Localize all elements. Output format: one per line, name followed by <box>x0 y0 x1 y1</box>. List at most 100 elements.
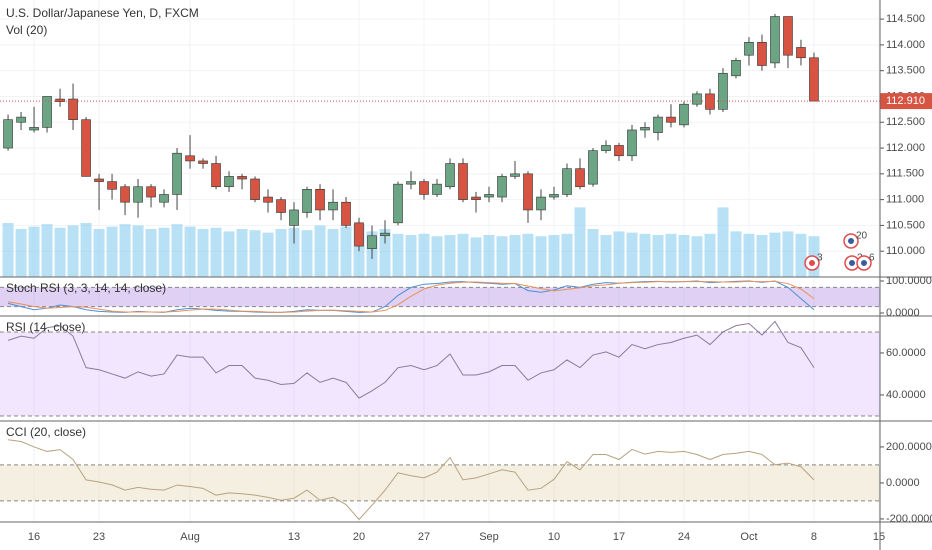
volume-bar <box>119 224 131 277</box>
candle-body <box>42 96 52 128</box>
volume-bar <box>314 225 326 277</box>
band-fill <box>0 464 880 501</box>
y-tick-label: 111.000 <box>886 194 924 206</box>
volume-bar <box>496 236 508 277</box>
event-flag <box>861 260 867 266</box>
candle-body <box>692 93 702 105</box>
volume-bar <box>418 233 430 277</box>
volume-bar <box>548 235 560 277</box>
candle-body <box>406 181 416 185</box>
candle-body <box>380 232 390 237</box>
volume-bar <box>730 231 742 277</box>
x-tick-label: 23 <box>93 531 105 543</box>
volume-bar <box>41 224 53 277</box>
candle-body <box>601 145 611 151</box>
volume-bar <box>470 237 482 277</box>
candle-body <box>770 16 780 64</box>
volume-bar <box>132 225 144 277</box>
candle-body <box>94 178 104 182</box>
volume-bar <box>665 233 677 277</box>
volume-bar <box>600 235 612 277</box>
candle-body <box>198 160 208 164</box>
last-price-label: 112.910 <box>886 95 925 107</box>
candle-body <box>211 163 221 188</box>
volume-bar <box>249 230 261 277</box>
y-tick-label: 113.500 <box>886 65 925 77</box>
band-fill <box>0 331 880 416</box>
volume-bar <box>392 233 404 277</box>
y-tick-label: -200.0000 <box>886 513 932 525</box>
volume-bar <box>639 233 651 277</box>
pane-title: Stoch RSI (3, 3, 14, 14, close) <box>6 281 166 295</box>
volume-bar <box>171 224 183 277</box>
candle-body <box>276 199 286 213</box>
candle-body <box>575 168 585 188</box>
candle-body <box>159 194 169 203</box>
y-tick-label: 111.500 <box>886 168 924 180</box>
candle-body <box>393 183 403 224</box>
x-tick-label: Oct <box>740 531 757 543</box>
y-tick-label: 60.0000 <box>886 347 926 359</box>
volume-bar <box>626 232 638 277</box>
candle-body <box>510 173 520 177</box>
chart-title: U.S. Dollar/Japanese Yen, D, FXCM <box>6 6 199 20</box>
pane-title: CCI (20, close) <box>6 425 86 439</box>
candle-body <box>640 127 650 131</box>
candle-body <box>627 129 637 157</box>
volume-bar <box>769 232 781 277</box>
y-tick-label: 100.0000 <box>886 275 932 287</box>
candle-body <box>419 181 429 195</box>
x-tick-label: 17 <box>613 531 625 543</box>
volume-bar <box>210 227 222 277</box>
candle-body <box>497 176 507 198</box>
y-tick-label: 110.500 <box>886 219 925 231</box>
volume-bar <box>717 207 729 277</box>
candle-body <box>224 176 234 188</box>
candle-body <box>536 196 546 211</box>
candle-body <box>302 189 312 213</box>
candle-body <box>757 41 767 66</box>
candle-body <box>120 186 130 203</box>
volume-bar <box>535 236 547 277</box>
x-tick-label: 20 <box>353 531 365 543</box>
volume-bar <box>652 235 664 277</box>
x-tick-label: 8 <box>811 531 817 543</box>
volume-bar <box>275 229 287 277</box>
candle-body <box>614 145 624 157</box>
candle-body <box>367 235 377 249</box>
x-tick-label: Sep <box>479 531 499 543</box>
candle-body <box>445 163 455 188</box>
volume-bar <box>80 223 92 277</box>
candle-body <box>107 181 117 190</box>
y-tick-label: 112.000 <box>886 142 925 154</box>
volume-bar <box>613 231 625 277</box>
x-tick-label: Aug <box>180 531 200 543</box>
y-tick-label: 114.000 <box>886 39 925 51</box>
candle-body <box>588 150 598 185</box>
indicator-line <box>7 280 815 313</box>
y-tick-label: 110.000 <box>886 245 925 257</box>
volume-bar <box>184 226 196 277</box>
event-count: 3 <box>817 253 823 264</box>
volume-bar <box>795 233 807 277</box>
volume-bar <box>405 235 417 277</box>
x-tick-label: 24 <box>678 531 690 543</box>
volume-bar <box>704 233 716 277</box>
volume-bar <box>158 227 170 277</box>
event-flag <box>809 260 815 266</box>
volume-bar <box>93 229 105 277</box>
candle-body <box>3 119 13 149</box>
event-count: 6 <box>869 253 875 264</box>
volume-bar <box>262 232 274 277</box>
volume-bar <box>15 229 27 277</box>
candle-body <box>705 93 715 110</box>
volume-bar <box>431 236 443 277</box>
volume-bar <box>483 235 495 277</box>
indicator-line <box>7 439 815 521</box>
candle-body <box>172 152 182 195</box>
candle-body <box>666 116 676 123</box>
candle-body <box>250 178 260 200</box>
candle-body <box>16 116 26 123</box>
volume-bar <box>457 233 469 277</box>
